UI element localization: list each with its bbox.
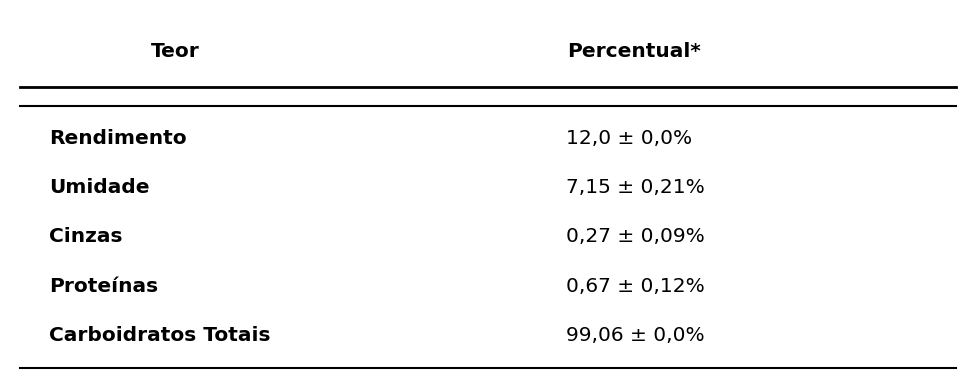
- Text: Carboidratos Totais: Carboidratos Totais: [49, 326, 270, 345]
- Text: 0,67 ± 0,12%: 0,67 ± 0,12%: [566, 277, 704, 296]
- Text: 0,27 ± 0,09%: 0,27 ± 0,09%: [566, 227, 704, 246]
- Text: Teor: Teor: [151, 42, 200, 61]
- Text: Cinzas: Cinzas: [49, 227, 122, 246]
- Text: Rendimento: Rendimento: [49, 129, 186, 148]
- Text: Proteínas: Proteínas: [49, 277, 158, 296]
- Text: Percentual*: Percentual*: [566, 42, 701, 61]
- Text: 12,0 ± 0,0%: 12,0 ± 0,0%: [566, 129, 691, 148]
- Text: 99,06 ± 0,0%: 99,06 ± 0,0%: [566, 326, 704, 345]
- Text: Umidade: Umidade: [49, 178, 149, 197]
- Text: 7,15 ± 0,21%: 7,15 ± 0,21%: [566, 178, 704, 197]
